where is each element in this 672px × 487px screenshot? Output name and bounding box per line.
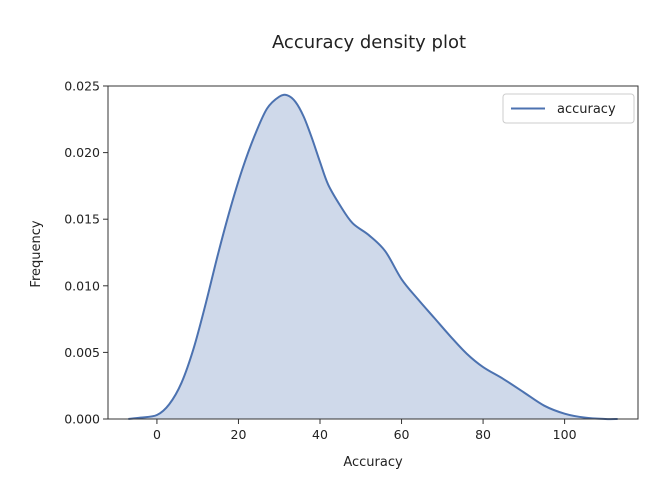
- x-tick-label: 80: [475, 427, 491, 442]
- density-area: [128, 94, 618, 420]
- plot-area: [107, 85, 639, 421]
- y-tick-label: 0.015: [64, 212, 100, 227]
- y-axis-label: Frequency: [29, 220, 44, 287]
- x-axis: 0 20 40 60 80 100: [153, 419, 577, 442]
- plot-frame: [107, 85, 639, 420]
- x-tick-label: 40: [312, 427, 328, 442]
- x-tick-label: 100: [553, 427, 577, 442]
- x-tick-label: 20: [231, 427, 247, 442]
- x-tick-label: 0: [153, 427, 161, 442]
- legend-box: [502, 93, 635, 124]
- y-tick-label: 0.025: [64, 79, 100, 94]
- y-tick-label: 0.005: [64, 345, 100, 360]
- y-tick-label: 0.000: [64, 412, 100, 427]
- legend-label: accuracy: [557, 102, 616, 117]
- chart-title: Accuracy density plot: [272, 32, 466, 53]
- x-axis-label: Accuracy: [343, 455, 403, 470]
- y-axis: 0.000 0.005 0.010 0.015 0.020 0.025: [64, 79, 108, 427]
- legend: accuracy: [502, 93, 635, 124]
- density-line: [128, 93, 618, 421]
- y-tick-label: 0.020: [64, 145, 100, 160]
- y-tick-label: 0.010: [64, 278, 100, 293]
- x-tick-label: 60: [394, 427, 410, 442]
